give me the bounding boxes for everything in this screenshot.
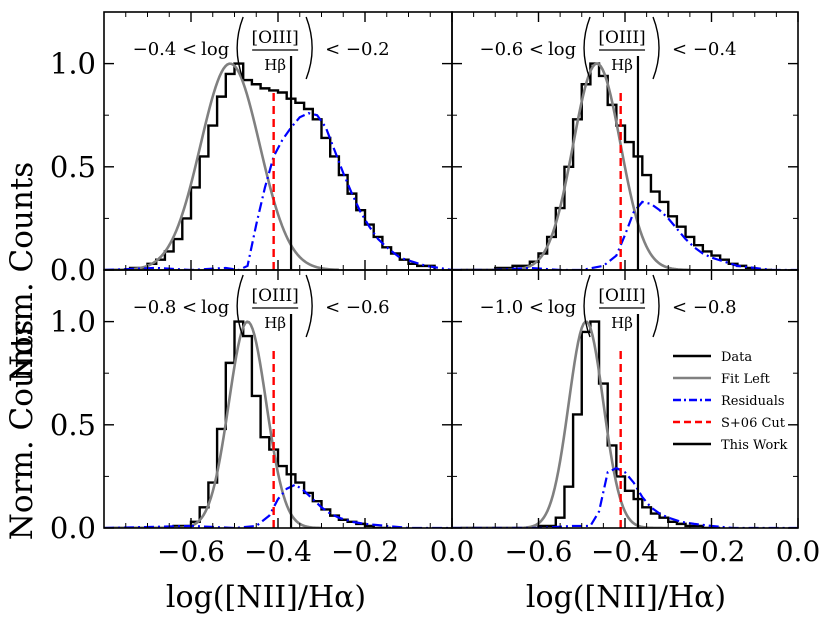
bin-label-log: log bbox=[201, 297, 229, 318]
ratio-numerator: [OIII] bbox=[251, 28, 298, 48]
panels-group: 0.00.51.0 −0.4 < log[OIII]Hβ< −0.2 −0.6 < lo… bbox=[50, 11, 821, 568]
x-tick-label: −0.4 bbox=[591, 535, 659, 568]
bin-annotation: −0.6 < log [OIII] Hβ < −0.4 bbox=[480, 16, 737, 80]
bin-annotation: −0.8 < log [OIII] Hβ < −0.6 bbox=[133, 274, 390, 338]
bin-label-log: log bbox=[201, 39, 229, 60]
residuals-curve bbox=[104, 111, 452, 270]
panel-bottom-left: 0.0 0.5 1.0 −0.6 −0.4 −0.2 0.0 −0.8 < log [OIII] H… bbox=[50, 269, 475, 568]
paren-left bbox=[236, 16, 244, 80]
panel-top-left: 0.0 0.5 1.0 −0.4 < log [OIII] Hβ < −0.2 bbox=[50, 11, 453, 287]
legend-label-s06_cut: S+06 Cut bbox=[721, 416, 786, 431]
ratio-denominator: Hβ bbox=[611, 314, 633, 332]
bin-label-high: < −0.4 bbox=[672, 39, 737, 60]
panel-bottom-right: −0.6 −0.4 −0.2 0.0 −1.0 < log [OIII] Hβ < −0.8 bbox=[451, 269, 821, 568]
bin-label-low: −0.6 < bbox=[480, 39, 545, 60]
x-tick-label: −0.4 bbox=[244, 535, 312, 568]
panel-top-right: −0.6 < log [OIII] Hβ < −0.4 bbox=[451, 11, 799, 271]
paren-right bbox=[305, 274, 313, 338]
y-tick-label: 1.0 bbox=[50, 47, 96, 81]
bin-annotation: −1.0 < log [OIII] Hβ < −0.8 bbox=[480, 274, 737, 338]
legend-label-residuals: Residuals bbox=[721, 394, 785, 409]
plot-area bbox=[104, 314, 452, 528]
plot-area bbox=[452, 314, 798, 528]
ratio-numerator: [OIII] bbox=[598, 286, 645, 306]
data-step-histogram bbox=[112, 320, 392, 528]
bin-label-high: < −0.6 bbox=[325, 297, 390, 318]
legend-label-this_work: This Work bbox=[721, 438, 788, 453]
ratio-denominator: Hβ bbox=[264, 314, 286, 332]
ratio-numerator: [OIII] bbox=[598, 28, 645, 48]
y-tick-label: 1.0 bbox=[50, 305, 96, 339]
data-step-histogram bbox=[460, 320, 721, 528]
y-tick-label: 0.5 bbox=[50, 150, 96, 184]
x-tick-label: −0.6 bbox=[157, 535, 225, 568]
x-axis-label-left: log([NII]/Hα) bbox=[166, 580, 366, 615]
y-tick-label: 0.0 bbox=[50, 511, 96, 545]
x-tick-label: −0.6 bbox=[505, 535, 573, 568]
legend-label-fit_left: Fit Left bbox=[721, 372, 771, 387]
fit-left-curve bbox=[104, 320, 322, 528]
bin-label-log: log bbox=[548, 297, 576, 318]
paren-left bbox=[583, 274, 591, 338]
legend-label-data: Data bbox=[721, 350, 752, 365]
x-tick-label: 0.0 bbox=[776, 535, 821, 568]
bin-label-low: −1.0 < bbox=[480, 297, 545, 318]
y-axis-label-top: Norm. Counts bbox=[4, 162, 40, 382]
x-axis-label-right: log([NII]/Hα) bbox=[526, 580, 726, 615]
x-tick-label: 0.0 bbox=[430, 535, 475, 568]
bin-label-high: < −0.8 bbox=[672, 297, 737, 318]
y-tick-label: 0.0 bbox=[50, 253, 96, 287]
paren-left bbox=[236, 274, 244, 338]
bin-label-low: −0.4 < bbox=[133, 39, 198, 60]
ratio-denominator: Hβ bbox=[611, 56, 633, 74]
residuals-curve bbox=[452, 466, 798, 528]
legend: Data Fit Left Residuals S+06 Cut This Work bbox=[673, 350, 788, 453]
ratio-numerator: [OIII] bbox=[251, 286, 298, 306]
fit-left-curve bbox=[452, 320, 669, 528]
paren-right bbox=[305, 16, 313, 80]
fit-left-curve bbox=[104, 62, 339, 270]
x-tick-label: −0.2 bbox=[678, 535, 746, 568]
residuals-curve bbox=[104, 483, 452, 528]
bin-label-low: −0.8 < bbox=[133, 297, 198, 318]
plot-area bbox=[104, 56, 452, 270]
data-step-histogram bbox=[460, 62, 773, 270]
bin-annotation: −0.4 < log [OIII] Hβ < −0.2 bbox=[133, 16, 390, 80]
ratio-denominator: Hβ bbox=[264, 56, 286, 74]
paren-left bbox=[583, 16, 591, 80]
bin-label-log: log bbox=[548, 39, 576, 60]
paren-right bbox=[652, 274, 660, 338]
y-tick-label: 0.5 bbox=[50, 408, 96, 442]
residuals-curve bbox=[452, 200, 798, 270]
y-axis-label-bottom: Norm. Counts bbox=[4, 320, 40, 540]
bin-label-high: < −0.2 bbox=[325, 39, 390, 60]
x-tick-label: −0.2 bbox=[331, 535, 399, 568]
data-step-histogram bbox=[112, 62, 436, 270]
paren-right bbox=[652, 16, 660, 80]
plot-area bbox=[452, 56, 798, 270]
